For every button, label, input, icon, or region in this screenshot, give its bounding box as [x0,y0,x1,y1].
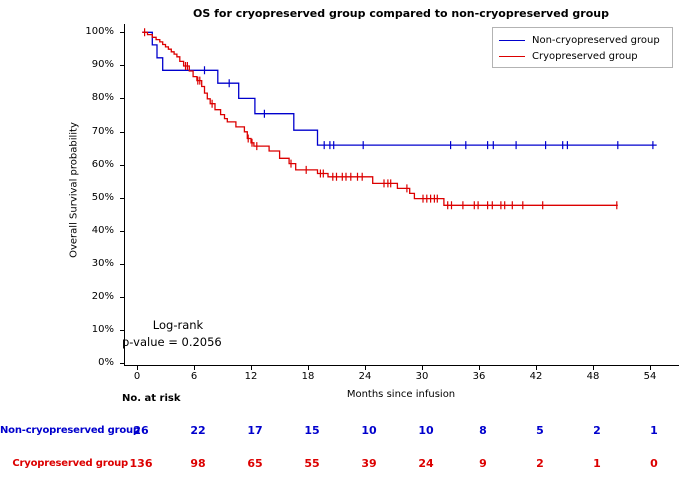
survival-curves-svg [142,28,657,210]
p-value-text: p-value = 0.2056 [122,335,222,349]
x-tick-mark [422,366,423,370]
y-tick-mark [120,230,124,232]
legend-label: Non-cryopreserved group [532,34,660,46]
y-tick-label: 100% [85,26,114,38]
x-tick-label: 30 [415,371,429,382]
x-tick-mark [308,366,309,370]
logrank-annotation: Log-rank p-value = 0.2056 [122,317,234,351]
risk-value: 22 [190,424,206,437]
risk-value: 1 [593,457,601,470]
x-tick-mark [137,366,138,370]
censor-marks-1 [144,28,618,210]
x-tick-label: 12 [244,371,258,382]
x-tick-label: 6 [190,371,198,382]
risk-value: 65 [247,457,263,470]
y-tick-mark [120,263,124,265]
risk-table-header: No. at risk [122,393,181,404]
y-tick-label: 0% [98,357,114,368]
plot-area [124,24,679,366]
risk-value: 98 [190,457,206,470]
y-tick-label: 60% [91,158,114,170]
y-tick-label: 70% [91,125,114,137]
km-curve-0 [142,31,657,146]
y-tick-label: 50% [91,191,114,203]
x-tick-label: 54 [643,371,657,382]
y-tick-mark [120,296,124,298]
legend: Non-cryopreserved group Cryopreserved gro… [492,27,673,68]
risk-value: 8 [479,424,487,437]
y-tick-mark [120,131,124,133]
x-tick-label: 0 [133,371,141,382]
x-tick-label: 36 [472,371,486,382]
legend-line-swatch [499,39,525,41]
risk-value: 5 [536,424,544,437]
x-axis-label: Months since infusion [346,389,456,400]
x-tick-label: 18 [301,371,315,382]
y-tick-mark [120,164,124,166]
km-curve-1 [142,31,618,206]
x-tick-label: 42 [529,371,543,382]
risk-value: 1 [650,424,658,437]
y-tick-label: 90% [91,59,114,71]
logrank-label: Log-rank [152,318,204,332]
legend-entry-0: Non-cryopreserved group [499,32,666,48]
x-tick-mark [536,366,537,370]
y-tick-label: 20% [91,290,114,302]
risk-value: 15 [304,424,320,437]
x-tick-mark [251,366,252,370]
risk-value: 0 [650,457,658,470]
y-tick-label: 30% [91,257,114,269]
risk-value: 2 [593,424,601,437]
risk-value: 2 [536,457,544,470]
y-tick-mark [120,197,124,199]
x-tick-mark [194,366,195,370]
risk-row-label: Non-cryopreserved group [0,425,140,436]
risk-value: 39 [361,457,377,470]
chart-title: OS for cryopreserved group compared to n… [193,7,609,20]
legend-label: Cryopreserved group [532,50,638,62]
risk-value: 17 [247,424,263,437]
y-tick-mark [120,363,124,364]
y-tick-mark [120,65,124,67]
risk-value: 136 [129,457,153,470]
y-tick-mark [120,98,124,100]
x-tick-mark [365,366,366,370]
risk-value: 10 [418,424,434,437]
y-tick-label: 80% [91,92,114,104]
y-tick-label: 10% [91,323,114,335]
y-tick-mark [120,32,124,34]
risk-value: 24 [418,457,434,470]
censor-marks-0 [203,66,654,150]
x-tick-label: 48 [586,371,600,382]
y-axis-label: Overall Survival probability [68,122,80,258]
risk-value: 26 [133,424,149,437]
y-tick-mark [120,329,124,331]
x-tick-mark [479,366,480,370]
risk-value: 9 [479,457,487,470]
risk-row-label: Cryopreserved group [12,458,128,469]
y-tick-label: 40% [91,224,114,236]
legend-line-swatch [499,55,525,57]
x-tick-label: 24 [358,371,372,382]
x-tick-mark [593,366,594,370]
risk-value: 55 [304,457,320,470]
risk-value: 10 [361,424,377,437]
x-tick-mark [650,366,651,370]
legend-entry-1: Cryopreserved group [499,48,666,64]
